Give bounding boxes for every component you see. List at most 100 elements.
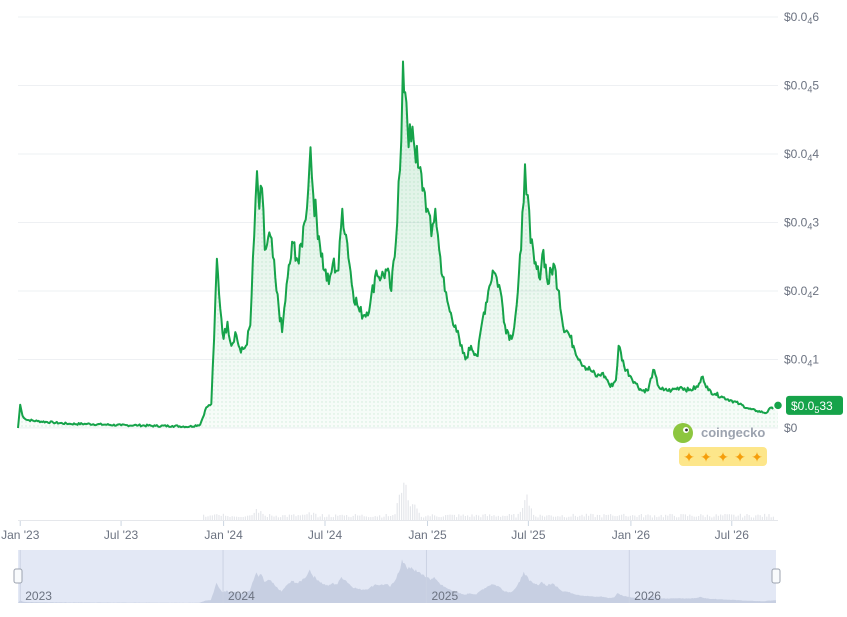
volume-bar: [297, 515, 299, 520]
x-tick-label: Jan '26: [612, 528, 651, 542]
volume-bar: [669, 513, 671, 520]
volume-bar: [651, 517, 653, 520]
volume-bar: [610, 514, 612, 520]
coingecko-logo: coingecko ✦ ✦ ✦ ✦ ✦: [673, 423, 767, 466]
x-tick-label: Jul '26: [715, 528, 750, 542]
navigator-year-label: 2025: [431, 589, 458, 603]
volume-bar: [266, 517, 268, 520]
volume-bar: [557, 516, 559, 520]
volume-bar: [704, 517, 706, 520]
volume-bar: [684, 514, 686, 520]
volume-bar: [310, 514, 312, 520]
volume-bar: [682, 514, 684, 520]
volume-bar: [313, 512, 315, 520]
volume-bar: [203, 514, 205, 520]
volume-bar: [517, 513, 519, 520]
volume-bar: [750, 517, 752, 520]
volume-bar: [236, 516, 238, 520]
volume-bar: [709, 516, 711, 520]
volume-bar: [209, 515, 211, 520]
volume-bar: [733, 514, 735, 520]
volume-bar: [434, 515, 436, 520]
volume-bar: [438, 517, 440, 520]
volume-bar: [660, 514, 662, 520]
volume-bar: [458, 514, 460, 520]
volume-bar: [337, 515, 339, 520]
volume-bar: [253, 512, 255, 520]
volume-bar: [275, 515, 277, 520]
volume-bar: [748, 515, 750, 520]
volume-bar: [544, 516, 546, 520]
volume-bar: [383, 516, 385, 520]
volume-bar: [398, 494, 400, 520]
volume-bar: [728, 514, 730, 520]
volume-bar: [698, 516, 700, 520]
volume-bar: [315, 513, 317, 520]
volume-bar: [720, 514, 722, 520]
volume-bar: [317, 517, 319, 520]
volume-bar: [222, 513, 224, 520]
volume-bar: [328, 514, 330, 520]
current-price-marker: $0.0533: [772, 395, 843, 415]
volume-bar: [706, 514, 708, 520]
navigator-left-handle[interactable]: [13, 568, 23, 584]
volume-bar: [280, 517, 282, 520]
volume-bar: [357, 515, 359, 520]
range-navigator[interactable]: 2023 2024 2025 2026: [13, 550, 781, 603]
price-series-line: [17, 60, 779, 429]
volume-bar: [449, 514, 451, 520]
volume-bar: [475, 514, 477, 520]
volume-bar: [599, 515, 601, 520]
volume-bar: [440, 517, 442, 520]
x-tick-label: Jan '24: [204, 528, 243, 542]
volume-bar: [746, 514, 748, 520]
volume-bar: [482, 514, 484, 520]
volume-bar: [713, 516, 715, 520]
x-tick-label: Jan '25: [408, 528, 447, 542]
volume-bar: [636, 516, 638, 520]
volume-bar: [759, 515, 761, 520]
volume-bar: [299, 515, 301, 520]
volume-bar: [625, 516, 627, 520]
volume-bar: [528, 505, 530, 520]
volume-bar: [693, 516, 695, 520]
volume-bar: [442, 516, 444, 520]
volume-bar: [502, 515, 504, 520]
volume-bar: [229, 517, 231, 520]
volume-bar: [524, 500, 526, 520]
volume-bar: [291, 514, 293, 520]
volume-bar: [396, 503, 398, 520]
navigator-year-label: 2026: [634, 589, 661, 603]
volume-bar: [735, 516, 737, 520]
volume-bar: [260, 511, 262, 520]
volume-bar: [649, 515, 651, 520]
volume-bar: [282, 515, 284, 520]
volume-bar: [530, 508, 532, 520]
volume-bar: [394, 514, 396, 520]
volume-bar: [596, 514, 598, 520]
volume-bar: [341, 514, 343, 520]
volume-bar: [574, 515, 576, 520]
volume-bar: [249, 515, 251, 520]
coingecko-watermark: coingecko ✦ ✦ ✦ ✦ ✦: [673, 423, 767, 466]
volume-bar: [511, 514, 513, 520]
volume-bar: [755, 515, 757, 520]
x-axis: Jan '23 Jul '23 Jan '24 Jul '24 Jan '25 Jul '…: [1, 520, 778, 542]
volume-bar: [304, 514, 306, 520]
y-tick-label: $0.042: [784, 284, 819, 300]
volume-bar: [645, 515, 647, 520]
volume-bar: [462, 514, 464, 520]
volume-bar: [211, 515, 213, 520]
volume-bar: [667, 515, 669, 520]
y-tick-label: $0: [784, 421, 798, 435]
volume-bar: [401, 492, 403, 520]
rating-star-icon: ✦: [700, 449, 712, 465]
y-tick-label: $0.046: [784, 10, 819, 26]
volume-bar: [352, 515, 354, 520]
volume-bar: [753, 517, 755, 520]
volume-bar: [258, 512, 260, 520]
volume-bar: [577, 516, 579, 520]
volume-bar: [579, 515, 581, 520]
volume-bar: [513, 514, 515, 520]
navigator-right-handle[interactable]: [771, 568, 781, 584]
